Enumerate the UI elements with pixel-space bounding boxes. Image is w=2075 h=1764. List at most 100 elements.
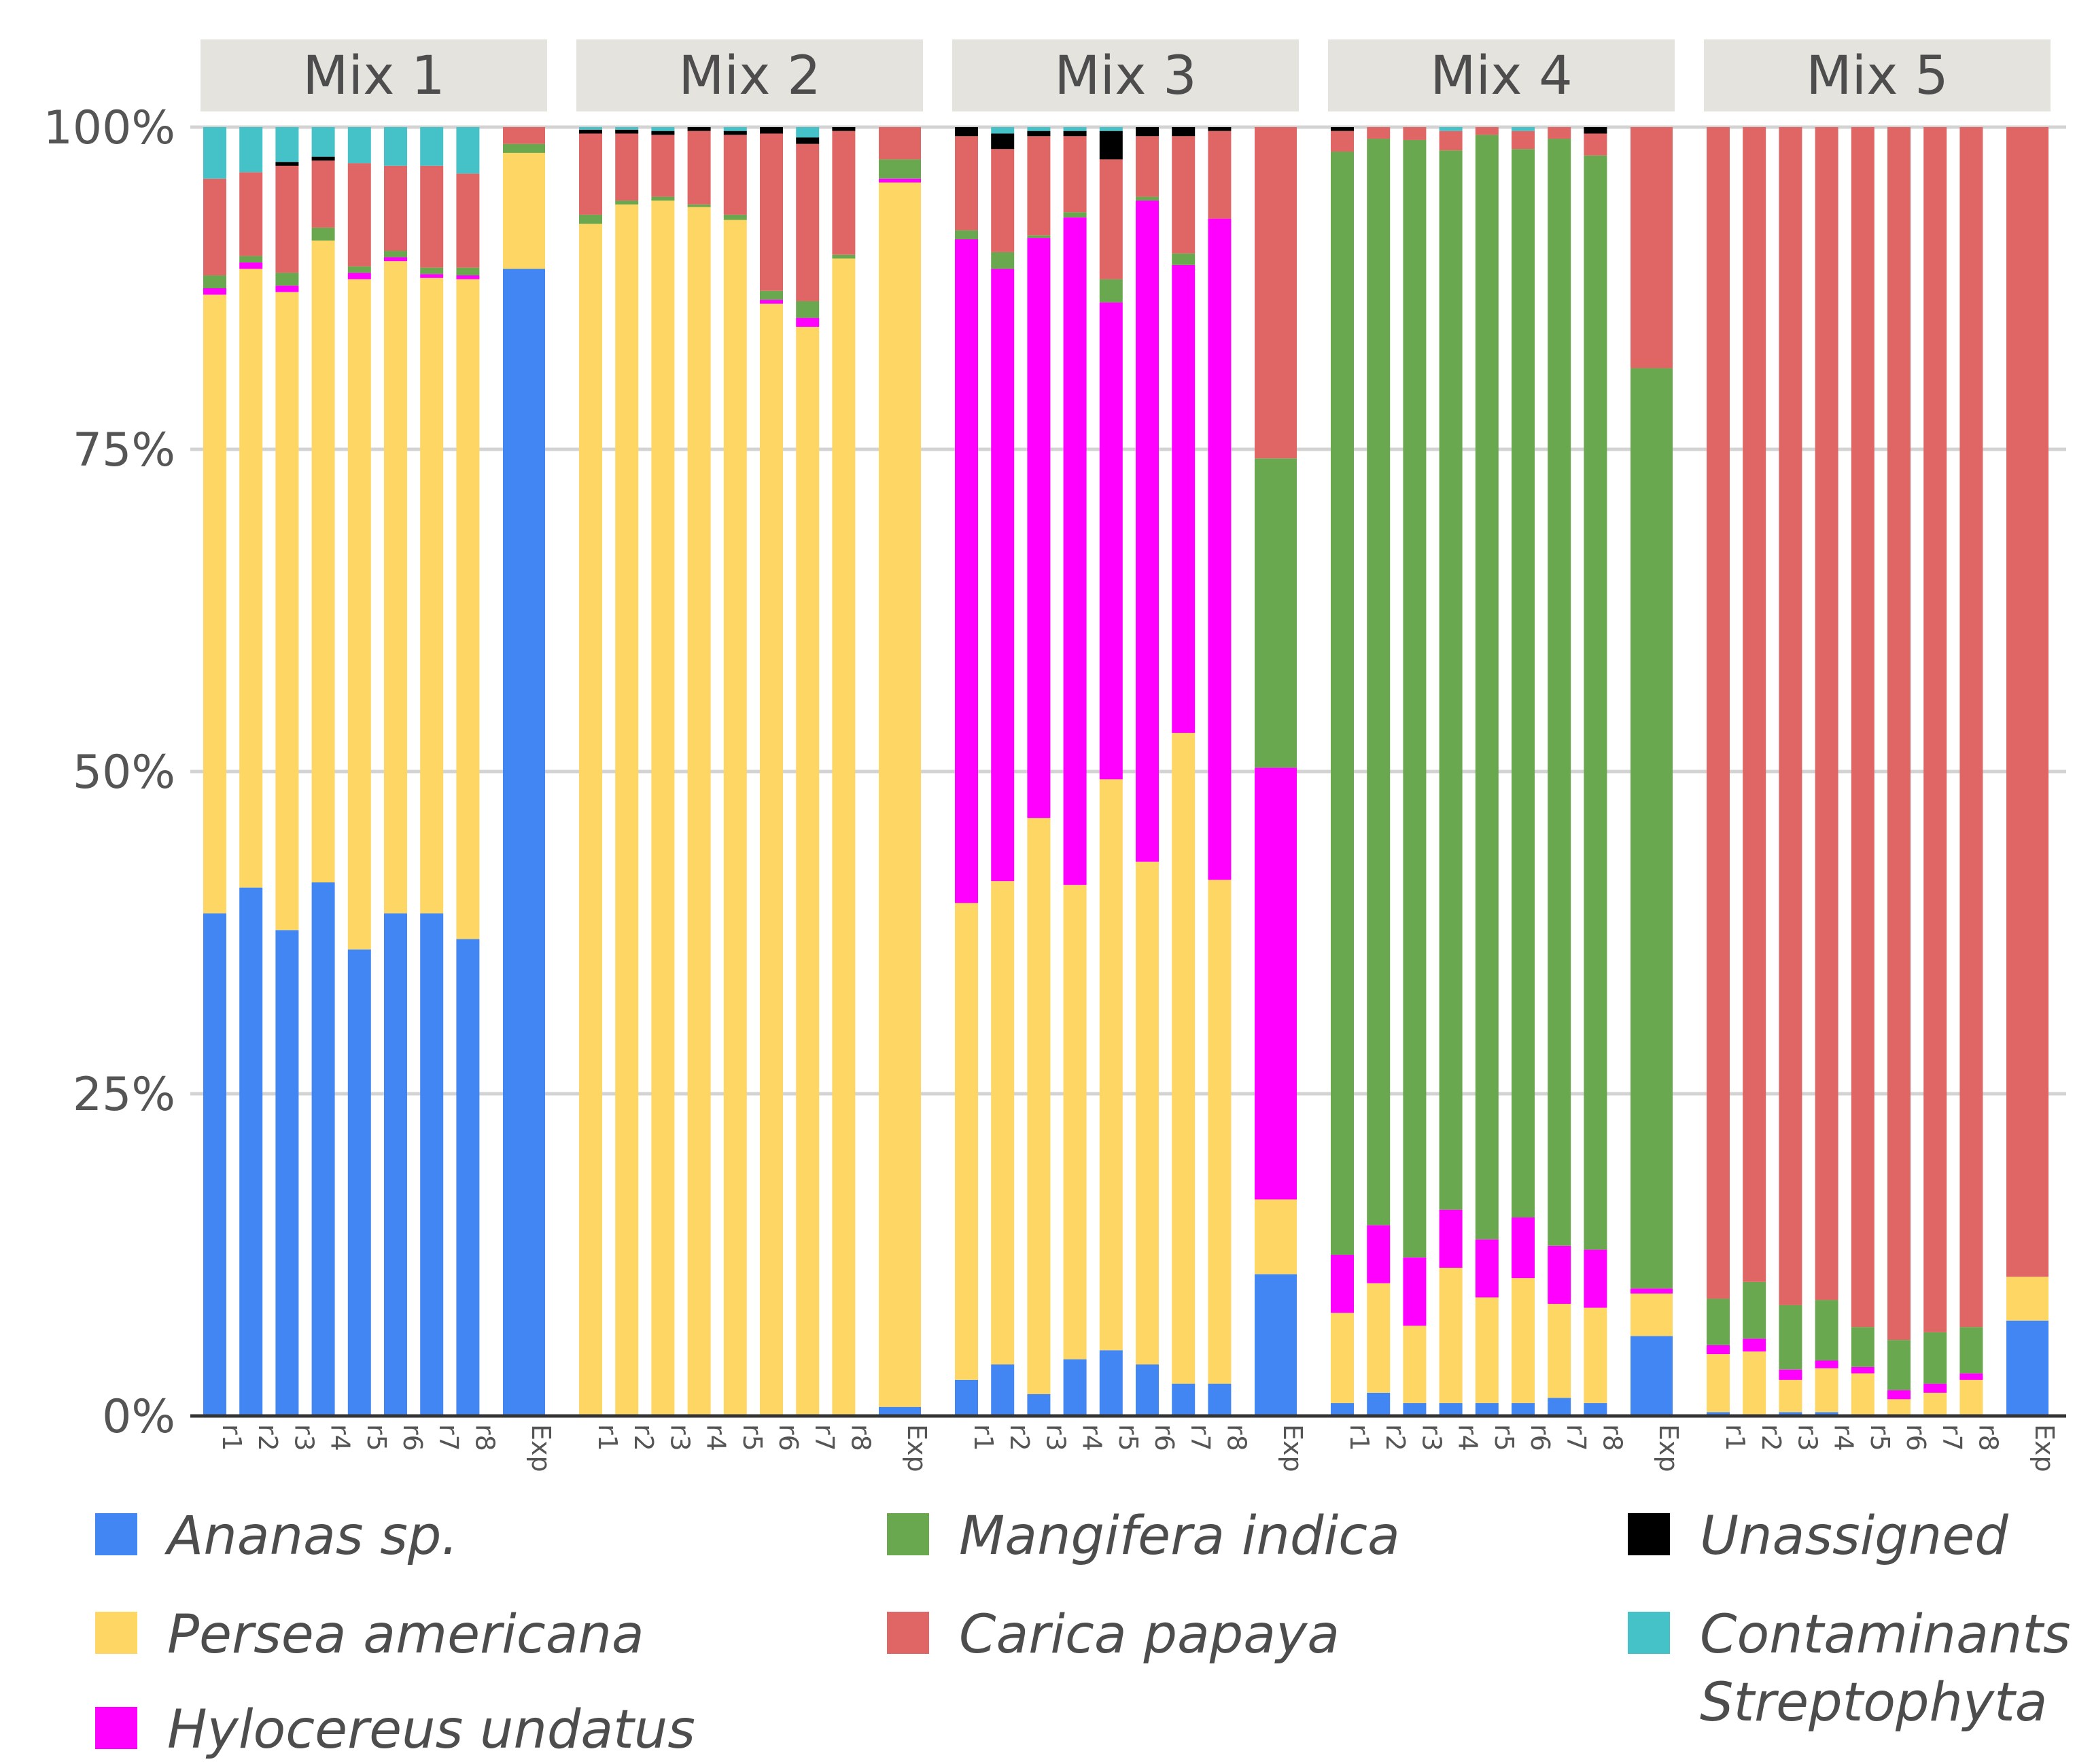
x-tick-label: r6 xyxy=(1901,1424,1931,1451)
bar-segment-carica xyxy=(1099,159,1123,279)
bar-segment-persea xyxy=(420,277,444,914)
legend-item-persea: Persea americana xyxy=(95,1601,644,1665)
facet-strip xyxy=(952,39,1299,111)
x-tick-label: r1 xyxy=(969,1424,998,1451)
bar-segment-carica xyxy=(1743,127,1766,1282)
bar-segment-carica xyxy=(760,133,783,291)
x-tick-label: r8 xyxy=(470,1424,500,1451)
bar-segment-hylocereus xyxy=(203,288,226,295)
bar-segment-contaminants xyxy=(347,127,371,164)
x-tick-label: r6 xyxy=(398,1424,428,1451)
bar-segment-mangifera xyxy=(239,256,263,263)
facet-title: Mix 4 xyxy=(1430,46,1573,107)
bar-segment-hylocereus xyxy=(1099,302,1123,780)
bar-segment-persea xyxy=(1331,1313,1354,1404)
legend-item-contaminants: Contaminants Streptophyta xyxy=(1628,1601,2071,1733)
y-tick-label: 25% xyxy=(73,1068,175,1122)
x-tick-label: r8 xyxy=(1221,1424,1251,1451)
legend-item-hylocereus: Hylocereus undatus xyxy=(95,1696,695,1761)
bar-segment-mangifera xyxy=(687,204,711,207)
bar-segment-ananas xyxy=(311,882,335,1416)
x-tick-label: r3 xyxy=(1792,1424,1822,1451)
bar-segment-hylocereus xyxy=(1255,767,1297,1200)
bar-segment-unassigned xyxy=(311,156,335,161)
bar-segment-carica xyxy=(1367,127,1391,139)
bar-segment-carica xyxy=(651,135,675,197)
bar-segment-ananas xyxy=(1367,1392,1391,1416)
bar-segment-hylocereus xyxy=(1475,1239,1499,1298)
bar-segment-carica xyxy=(311,160,335,228)
bar-segment-persea xyxy=(723,220,747,1417)
bar-segment-ananas xyxy=(991,1364,1015,1416)
bar-segment-ananas xyxy=(1063,1359,1087,1416)
bar-segment-unassigned xyxy=(1136,127,1159,137)
bar-segment-ananas xyxy=(1815,1412,1838,1416)
bar-segment-ananas xyxy=(1475,1403,1499,1416)
bar-segment-carica xyxy=(347,163,371,266)
facet-strip xyxy=(576,39,923,111)
bar-segment-mangifera xyxy=(275,273,299,286)
bar-segment-ananas xyxy=(1779,1412,1802,1416)
bar-segment-hylocereus xyxy=(384,257,407,262)
bar-segment-persea xyxy=(1779,1379,1802,1413)
bar-segment-ananas xyxy=(1136,1364,1159,1416)
bar-segment-hylocereus xyxy=(1779,1369,1802,1380)
bar-segment-hylocereus xyxy=(1548,1245,1571,1304)
x-tick-label: r4 xyxy=(1453,1424,1483,1451)
bar-segment-persea xyxy=(203,294,226,914)
bar-segment-ananas xyxy=(879,1406,921,1416)
bar-segment-unassigned xyxy=(1584,127,1607,134)
bar-segment-contaminants xyxy=(1099,127,1123,131)
bar-segment-persea xyxy=(1439,1267,1463,1404)
x-tick-label: r3 xyxy=(665,1424,695,1451)
bar-segment-unassigned xyxy=(615,129,639,134)
bar-segment-unassigned xyxy=(579,129,602,134)
bar-segment-mangifera xyxy=(651,196,675,201)
legend-item-ananas: Ananas sp. xyxy=(95,1502,458,1567)
bar-segment-persea xyxy=(955,903,978,1380)
bar-segment-persea xyxy=(1631,1293,1673,1336)
bar-segment-carica xyxy=(1027,136,1051,236)
x-tick-label: r7 xyxy=(1561,1424,1591,1451)
bar-segment-hylocereus xyxy=(1439,1209,1463,1268)
x-tick-label: r5 xyxy=(362,1424,391,1451)
bar-segment-carica xyxy=(275,165,299,273)
bar-segment-mangifera xyxy=(1815,1300,1838,1361)
bar-segment-persea xyxy=(879,182,921,1407)
x-tick-label: r4 xyxy=(1077,1424,1107,1451)
bar-segment-mangifera xyxy=(1403,139,1427,1258)
legend-label: Hylocereus undatus xyxy=(167,1699,695,1761)
x-tick-label: r5 xyxy=(1113,1424,1143,1451)
bar-segment-mangifera xyxy=(384,251,407,258)
bar-segment-carica xyxy=(1959,127,1983,1328)
x-tick-label: Exp xyxy=(1278,1424,1308,1472)
bar-segment-ananas xyxy=(503,269,545,1416)
bar-segment-ananas xyxy=(1208,1383,1232,1416)
bar-segment-mangifera xyxy=(1136,196,1159,201)
bar-segment-ananas xyxy=(2006,1320,2048,1416)
x-tick-label: r2 xyxy=(629,1424,659,1451)
bar-segment-hylocereus xyxy=(1403,1257,1427,1326)
facet-title: Mix 5 xyxy=(1806,46,1949,107)
bar-segment-persea xyxy=(384,261,407,914)
facet-strip xyxy=(200,39,547,111)
bar-segment-ananas xyxy=(1512,1403,1535,1416)
x-tick-label: r8 xyxy=(1597,1424,1627,1451)
x-tick-label: Exp xyxy=(902,1424,932,1472)
bar-segment-ananas xyxy=(239,887,263,1416)
bar-segment-hylocereus xyxy=(1851,1366,1875,1374)
bar-segment-contaminants xyxy=(203,127,226,179)
x-tick-label: r1 xyxy=(217,1424,247,1451)
bar-segment-hylocereus xyxy=(1512,1217,1535,1279)
bar-segment-mangifera xyxy=(1475,135,1499,1240)
facet-title: Mix 1 xyxy=(302,46,445,107)
x-tick-label: Exp xyxy=(1654,1424,1684,1472)
bar-segment-hylocereus xyxy=(1584,1249,1607,1308)
bar-segment-mangifera xyxy=(1851,1327,1875,1367)
bar-segment-carica xyxy=(1475,127,1499,135)
bar-segment-contaminants xyxy=(311,127,335,157)
bar-segment-hylocereus xyxy=(1923,1383,1947,1393)
bar-segment-carica xyxy=(1815,127,1838,1300)
bar-segment-mangifera xyxy=(1027,235,1051,239)
bar-segment-ananas xyxy=(1331,1403,1354,1416)
